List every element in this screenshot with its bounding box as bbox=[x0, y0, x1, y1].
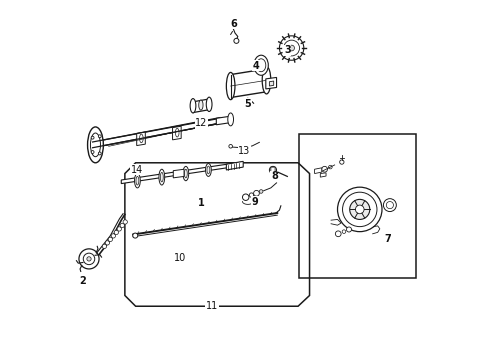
Circle shape bbox=[117, 227, 122, 231]
Ellipse shape bbox=[140, 134, 143, 143]
Polygon shape bbox=[231, 69, 267, 98]
Circle shape bbox=[105, 241, 110, 245]
Ellipse shape bbox=[183, 166, 189, 181]
Circle shape bbox=[91, 150, 94, 153]
Circle shape bbox=[350, 199, 370, 220]
Circle shape bbox=[123, 220, 127, 224]
Text: 14: 14 bbox=[130, 165, 143, 175]
Ellipse shape bbox=[226, 72, 235, 100]
Polygon shape bbox=[173, 169, 184, 178]
Ellipse shape bbox=[228, 113, 234, 126]
Circle shape bbox=[322, 166, 327, 172]
Ellipse shape bbox=[184, 169, 187, 178]
Circle shape bbox=[83, 253, 95, 265]
Polygon shape bbox=[122, 162, 242, 184]
Text: 13: 13 bbox=[238, 145, 250, 156]
Circle shape bbox=[249, 193, 254, 197]
Circle shape bbox=[343, 192, 377, 226]
Polygon shape bbox=[226, 161, 243, 170]
Polygon shape bbox=[270, 81, 274, 86]
Text: 6: 6 bbox=[230, 19, 237, 29]
Circle shape bbox=[229, 144, 232, 148]
Ellipse shape bbox=[135, 174, 140, 188]
Text: 5: 5 bbox=[245, 99, 251, 109]
Circle shape bbox=[114, 230, 119, 235]
Circle shape bbox=[108, 237, 113, 242]
Circle shape bbox=[87, 257, 91, 261]
Ellipse shape bbox=[254, 55, 269, 75]
Ellipse shape bbox=[91, 133, 100, 157]
Polygon shape bbox=[172, 126, 181, 140]
Text: 12: 12 bbox=[195, 118, 207, 128]
Text: 2: 2 bbox=[79, 276, 86, 286]
Circle shape bbox=[386, 202, 393, 209]
Circle shape bbox=[111, 234, 116, 238]
Circle shape bbox=[234, 39, 239, 43]
Circle shape bbox=[79, 249, 99, 269]
Circle shape bbox=[335, 231, 341, 237]
Text: 7: 7 bbox=[384, 234, 391, 244]
Ellipse shape bbox=[205, 163, 211, 176]
Polygon shape bbox=[193, 99, 209, 113]
Polygon shape bbox=[320, 173, 326, 177]
Polygon shape bbox=[93, 118, 220, 148]
Polygon shape bbox=[216, 116, 231, 125]
Circle shape bbox=[91, 136, 94, 139]
Ellipse shape bbox=[88, 127, 103, 163]
Circle shape bbox=[102, 244, 107, 248]
Ellipse shape bbox=[256, 59, 266, 72]
Ellipse shape bbox=[175, 129, 179, 137]
Ellipse shape bbox=[207, 166, 210, 174]
Text: 9: 9 bbox=[252, 197, 258, 207]
Polygon shape bbox=[315, 168, 322, 174]
Text: 10: 10 bbox=[173, 253, 186, 263]
Ellipse shape bbox=[190, 99, 196, 113]
Ellipse shape bbox=[199, 100, 203, 110]
Text: 4: 4 bbox=[252, 61, 259, 71]
Circle shape bbox=[120, 223, 124, 228]
Ellipse shape bbox=[206, 97, 212, 112]
Circle shape bbox=[98, 135, 101, 138]
Circle shape bbox=[279, 36, 304, 60]
Text: 11: 11 bbox=[206, 301, 218, 311]
Circle shape bbox=[383, 199, 396, 212]
Circle shape bbox=[338, 187, 382, 231]
Circle shape bbox=[284, 40, 299, 56]
Ellipse shape bbox=[160, 172, 163, 182]
Ellipse shape bbox=[159, 169, 165, 185]
Circle shape bbox=[254, 190, 259, 196]
Ellipse shape bbox=[262, 67, 271, 94]
Circle shape bbox=[133, 233, 138, 238]
Ellipse shape bbox=[136, 176, 139, 185]
Polygon shape bbox=[137, 132, 146, 145]
Polygon shape bbox=[93, 118, 220, 148]
Circle shape bbox=[329, 165, 332, 169]
Text: 8: 8 bbox=[271, 171, 278, 181]
Circle shape bbox=[355, 205, 364, 214]
Polygon shape bbox=[271, 167, 275, 175]
Circle shape bbox=[340, 160, 344, 164]
Circle shape bbox=[259, 190, 263, 193]
Text: 1: 1 bbox=[198, 198, 205, 208]
Circle shape bbox=[346, 227, 351, 232]
Circle shape bbox=[289, 45, 294, 51]
Circle shape bbox=[342, 230, 346, 233]
Text: 3: 3 bbox=[284, 45, 291, 55]
Circle shape bbox=[243, 194, 249, 201]
Circle shape bbox=[98, 152, 101, 155]
Circle shape bbox=[270, 166, 276, 174]
Polygon shape bbox=[266, 77, 276, 89]
